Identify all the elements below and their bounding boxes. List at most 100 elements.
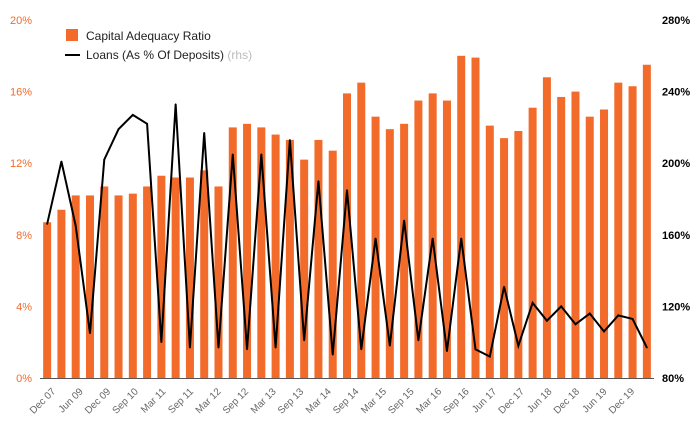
- line-point: [89, 332, 91, 335]
- line-point: [317, 180, 320, 182]
- x-tick-label: Mar 13: [249, 386, 279, 416]
- bar: [642, 64, 651, 378]
- line-point: [403, 219, 405, 222]
- line-point: [446, 350, 448, 352]
- x-tick-label: Mar 11: [139, 386, 169, 416]
- bar: [485, 125, 494, 378]
- bar: [471, 57, 480, 379]
- x-tick-label: Sep 13: [276, 386, 306, 416]
- left-tick-label: 12%: [10, 158, 32, 170]
- line-point: [289, 139, 291, 141]
- line-point: [331, 353, 334, 356]
- line-point: [574, 323, 577, 326]
- legend-label-capital-adequacy-ratio: Capital Adequacy Ratio: [86, 29, 211, 43]
- x-tick-label: Sep 10: [111, 386, 141, 416]
- bar-series: [43, 55, 651, 379]
- bar: [43, 222, 52, 378]
- line-point: [246, 348, 248, 351]
- line-point: [117, 128, 120, 130]
- line-point: [174, 103, 177, 105]
- line-series: [46, 103, 648, 358]
- left-tick-label: 8%: [16, 230, 32, 242]
- x-tick-label: Mar 15: [359, 386, 389, 416]
- bar: [557, 96, 566, 378]
- bar: [71, 195, 80, 378]
- bar: [614, 82, 623, 379]
- x-tick-label: Jun 17: [470, 386, 499, 415]
- line-point: [346, 189, 348, 191]
- left-tick-label: 20%: [10, 15, 32, 27]
- right-tick-label: 200%: [662, 158, 690, 170]
- x-tick-label: Mar 14: [304, 386, 334, 416]
- x-tick-label: Jun 19: [581, 386, 610, 415]
- x-tick-label: Sep 14: [331, 386, 361, 416]
- line-point: [531, 302, 534, 304]
- line-point: [103, 158, 106, 161]
- right-tick-label: 280%: [662, 15, 690, 27]
- bar: [214, 186, 223, 378]
- bar: [85, 195, 94, 378]
- bar: [128, 193, 137, 378]
- right-axis-ticks: 80% 120% 160% 200% 240% 280%: [662, 15, 690, 385]
- bar: [228, 127, 237, 379]
- x-tick-label: Sep 12: [221, 386, 251, 416]
- bar: [114, 195, 123, 378]
- bar: [442, 100, 451, 379]
- line-point: [546, 319, 548, 322]
- line-point: [631, 318, 634, 320]
- bar: [542, 77, 551, 378]
- bar: [157, 175, 166, 378]
- line-point: [360, 348, 363, 351]
- x-tick-label: Dec 18: [552, 386, 582, 416]
- bar: [171, 177, 180, 378]
- line-point: [503, 285, 505, 288]
- line-point: [217, 346, 220, 349]
- line-point: [374, 237, 377, 240]
- bar: [371, 116, 380, 378]
- line-point: [588, 312, 591, 315]
- legend: Capital Adequacy Ratio Loans (As % Of De…: [65, 29, 252, 62]
- bar: [500, 138, 509, 378]
- right-tick-label: 240%: [662, 87, 690, 99]
- bar: [428, 93, 437, 378]
- x-tick-label: Dec 17: [497, 386, 527, 416]
- line-point: [646, 346, 648, 349]
- legend-swatch-capital-adequacy-ratio: [66, 29, 78, 41]
- left-tick-label: 16%: [10, 87, 32, 99]
- line-point: [560, 305, 562, 308]
- x-tick-label: Dec 09: [83, 386, 113, 416]
- x-tick-label: Sep 15: [386, 386, 416, 416]
- x-tick-label: Mar 16: [414, 386, 444, 416]
- bar: [600, 109, 609, 378]
- line-point: [389, 344, 391, 347]
- left-axis-ticks: 0% 4% 8% 12% 16% 20%: [10, 15, 32, 385]
- bar: [300, 159, 309, 378]
- bar: [57, 209, 66, 378]
- right-tick-label: 120%: [662, 301, 690, 313]
- legend-label-loans-name: Loans (As % Of Deposits): [86, 48, 224, 62]
- bar: [243, 123, 252, 378]
- x-tick-label: Sep 16: [442, 386, 472, 416]
- legend-label-loans: Loans (As % Of Deposits) (rhs): [86, 48, 252, 62]
- bar: [271, 134, 280, 378]
- line-point: [146, 123, 148, 125]
- bar: [343, 93, 351, 378]
- line-point: [274, 346, 277, 349]
- line-point: [46, 223, 48, 225]
- bar: [400, 123, 409, 378]
- left-tick-label: 4%: [16, 301, 32, 313]
- bar: [571, 91, 580, 378]
- bar: [285, 139, 294, 378]
- bar: [414, 100, 423, 379]
- bar: [314, 139, 323, 378]
- x-tick-label: Dec 19: [607, 386, 637, 416]
- line-point: [431, 237, 434, 240]
- right-tick-label: 80%: [662, 373, 684, 385]
- legend-label-loans-suffix: (rhs): [227, 48, 252, 62]
- bar: [585, 116, 594, 378]
- line-point: [60, 160, 63, 163]
- line-point: [417, 339, 420, 342]
- x-tick-label: Sep 11: [166, 386, 196, 416]
- line-point: [460, 237, 463, 240]
